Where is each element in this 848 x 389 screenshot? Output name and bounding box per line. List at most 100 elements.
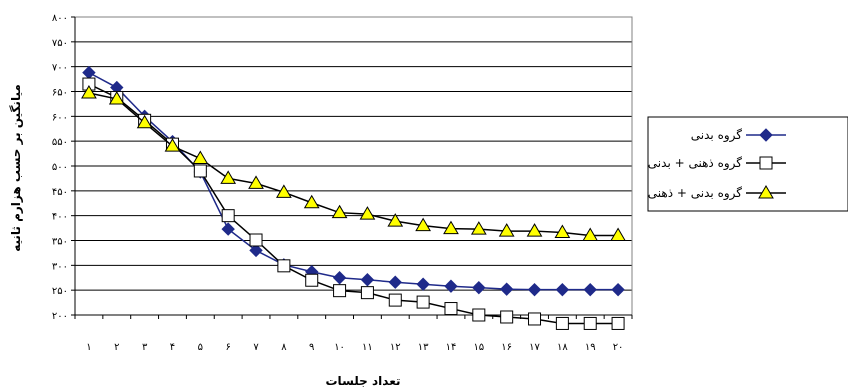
data-point — [611, 282, 625, 297]
data-point — [249, 243, 263, 258]
data-point — [332, 271, 347, 285]
y-tick-label: ۳۵۰ — [52, 237, 68, 248]
series-1 — [82, 65, 625, 297]
data-point — [583, 282, 597, 297]
series-group — [81, 65, 626, 330]
legend-entry-1: گروه بدنی — [691, 128, 786, 143]
y-axis-ticks: ۲۰۰ ۲۵۰ ۳۰۰ ۳۵۰ ۴۰۰ ۴۵۰ ۵۰۰ ۵۵۰ ۶۰۰ ۶۵۰ ۷۰۰ ۷۵۰ ۸۰۰ — [52, 13, 76, 322]
data-point — [192, 150, 209, 165]
data-point — [472, 308, 486, 322]
data-point — [388, 293, 402, 307]
series-line — [88, 92, 619, 237]
x-tick-label: ۷ — [253, 342, 259, 353]
data-point — [276, 184, 292, 198]
x-tick-label: ۱۴ — [446, 342, 457, 353]
data-point — [221, 222, 235, 236]
y-tick-label: ۲۰۰ — [52, 311, 68, 322]
legend-entry-3: گروه بدنی + ذهنی — [648, 185, 786, 201]
data-point — [499, 282, 514, 296]
data-point — [248, 175, 264, 189]
gridlines — [75, 41, 632, 291]
y-tick-label: ۴۰۰ — [52, 212, 68, 223]
y-tick-label: ۶۵۰ — [52, 88, 68, 99]
data-point — [221, 209, 235, 223]
data-point — [360, 273, 375, 287]
data-point — [555, 282, 570, 297]
x-tick-label: ۴ — [170, 342, 175, 353]
x-tick-label: ۱۳ — [418, 342, 429, 353]
data-point — [333, 284, 347, 298]
data-point — [220, 170, 237, 184]
data-point — [193, 164, 207, 178]
x-tick-label: ۶ — [225, 342, 230, 353]
data-point — [249, 233, 263, 247]
legend-marker-2 — [759, 156, 773, 170]
y-tick-label: ۶۰۰ — [52, 112, 68, 123]
data-point — [81, 84, 97, 99]
y-axis-title: میانگین بر حسب هزارم ثانیه — [9, 84, 24, 252]
y-tick-label: ۷۵۰ — [52, 38, 68, 49]
data-point — [416, 277, 430, 291]
data-point — [444, 279, 458, 293]
data-point — [331, 204, 348, 219]
data-point — [470, 221, 487, 235]
data-point — [472, 280, 486, 295]
x-tick-label: ۵ — [198, 342, 203, 353]
x-tick-label: ۱۹ — [585, 342, 596, 353]
y-tick-label: ۳۰۰ — [52, 261, 68, 272]
x-tick-label: ۳ — [142, 342, 148, 353]
data-point — [136, 114, 153, 129]
data-point — [416, 295, 430, 309]
x-tick-label: ۱۲ — [390, 342, 401, 353]
y-tick-label: ۴۵۰ — [52, 187, 68, 198]
data-point — [387, 213, 404, 227]
legend-box — [647, 116, 848, 212]
data-point — [527, 282, 542, 297]
data-point — [610, 227, 626, 242]
data-point — [498, 223, 515, 237]
y-tick-label: ۷۰۰ — [52, 63, 68, 74]
y-tick-label: ۵۰۰ — [52, 162, 68, 173]
x-tick-label: ۱۸ — [557, 342, 568, 353]
legend: گروه بدنی گروه ذهنی + بدنی گروه بدنی + ذ… — [647, 116, 848, 212]
data-point — [554, 224, 571, 239]
data-point — [500, 310, 514, 324]
data-point — [164, 138, 181, 152]
x-tick-label: ۹ — [309, 342, 314, 353]
x-tick-label: ۱ — [86, 342, 91, 353]
series-2 — [82, 77, 625, 330]
x-tick-label: ۲ — [114, 342, 119, 353]
data-point — [526, 223, 543, 237]
data-point — [611, 316, 625, 330]
data-point — [108, 90, 125, 105]
x-tick-label: ۱۷ — [529, 342, 540, 353]
data-point — [360, 286, 374, 300]
data-point — [444, 302, 458, 316]
legend-entry-2: گروه ذهنی + بدنی — [648, 156, 786, 171]
x-tick-label: ۸ — [281, 342, 287, 353]
data-point — [443, 220, 459, 235]
y-tick-label: ۸۰۰ — [52, 13, 68, 24]
legend-marker-1 — [759, 128, 773, 142]
y-tick-label: ۵۵۰ — [52, 137, 68, 148]
x-tick-label: ۱۵ — [473, 342, 484, 353]
data-point — [305, 273, 319, 287]
legend-label-1: گروه بدنی — [691, 128, 742, 143]
legend-label-3: گروه بدنی + ذهنی — [648, 186, 742, 201]
data-point — [82, 65, 96, 80]
series-3 — [81, 84, 626, 242]
x-axis-title: تعداد جلسات — [326, 374, 401, 388]
data-point — [583, 316, 597, 330]
data-point — [359, 206, 376, 220]
data-point — [277, 259, 291, 273]
data-point — [582, 227, 599, 242]
legend-label-2: گروه ذهنی + بدنی — [648, 156, 742, 171]
data-point — [303, 194, 320, 209]
x-tick-label: ۲۰ — [613, 342, 624, 353]
data-point — [415, 217, 431, 232]
data-point — [388, 275, 402, 289]
x-tick-label: ۱۰ — [334, 342, 345, 353]
y-tick-label: ۲۵۰ — [52, 286, 68, 297]
series-line — [88, 71, 619, 291]
